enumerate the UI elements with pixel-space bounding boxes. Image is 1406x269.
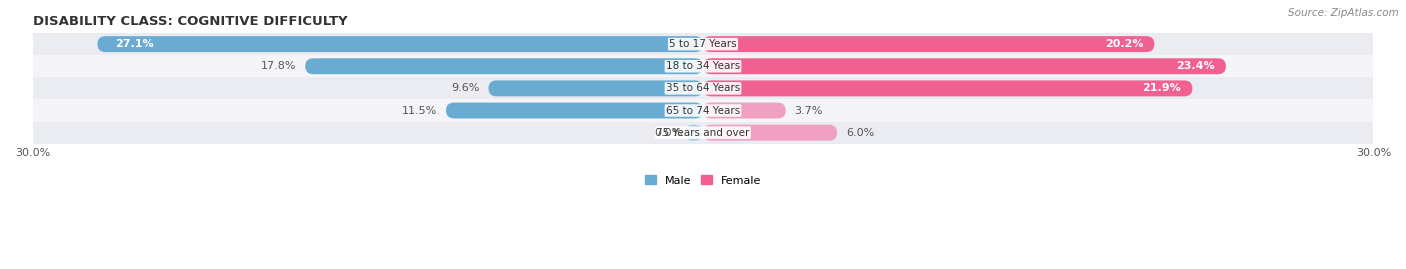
FancyBboxPatch shape — [97, 36, 703, 52]
Bar — [32, 100, 1374, 122]
Text: 21.9%: 21.9% — [1143, 83, 1181, 93]
Text: 23.4%: 23.4% — [1175, 61, 1215, 71]
Bar — [32, 77, 1374, 100]
FancyBboxPatch shape — [703, 58, 1226, 74]
FancyBboxPatch shape — [703, 36, 1154, 52]
Text: 0.0%: 0.0% — [655, 128, 683, 138]
Legend: Male, Female: Male, Female — [641, 171, 765, 190]
Text: 65 to 74 Years: 65 to 74 Years — [666, 105, 740, 115]
Text: 35 to 64 Years: 35 to 64 Years — [666, 83, 740, 93]
Text: 20.2%: 20.2% — [1105, 39, 1143, 49]
FancyBboxPatch shape — [703, 80, 1192, 96]
Text: 5 to 17 Years: 5 to 17 Years — [669, 39, 737, 49]
Text: 6.0%: 6.0% — [846, 128, 875, 138]
Bar — [32, 33, 1374, 55]
FancyBboxPatch shape — [305, 58, 703, 74]
Text: 11.5%: 11.5% — [402, 105, 437, 115]
FancyBboxPatch shape — [488, 80, 703, 96]
Text: 17.8%: 17.8% — [260, 61, 297, 71]
FancyBboxPatch shape — [685, 125, 703, 141]
FancyBboxPatch shape — [446, 102, 703, 118]
Text: DISABILITY CLASS: COGNITIVE DIFFICULTY: DISABILITY CLASS: COGNITIVE DIFFICULTY — [32, 15, 347, 28]
Text: 9.6%: 9.6% — [451, 83, 479, 93]
Text: 75 Years and over: 75 Years and over — [657, 128, 749, 138]
Bar — [32, 122, 1374, 144]
FancyBboxPatch shape — [703, 125, 837, 141]
Text: 27.1%: 27.1% — [115, 39, 153, 49]
FancyBboxPatch shape — [703, 102, 786, 118]
Text: 18 to 34 Years: 18 to 34 Years — [666, 61, 740, 71]
Text: Source: ZipAtlas.com: Source: ZipAtlas.com — [1288, 8, 1399, 18]
Text: 3.7%: 3.7% — [794, 105, 823, 115]
Bar — [32, 55, 1374, 77]
